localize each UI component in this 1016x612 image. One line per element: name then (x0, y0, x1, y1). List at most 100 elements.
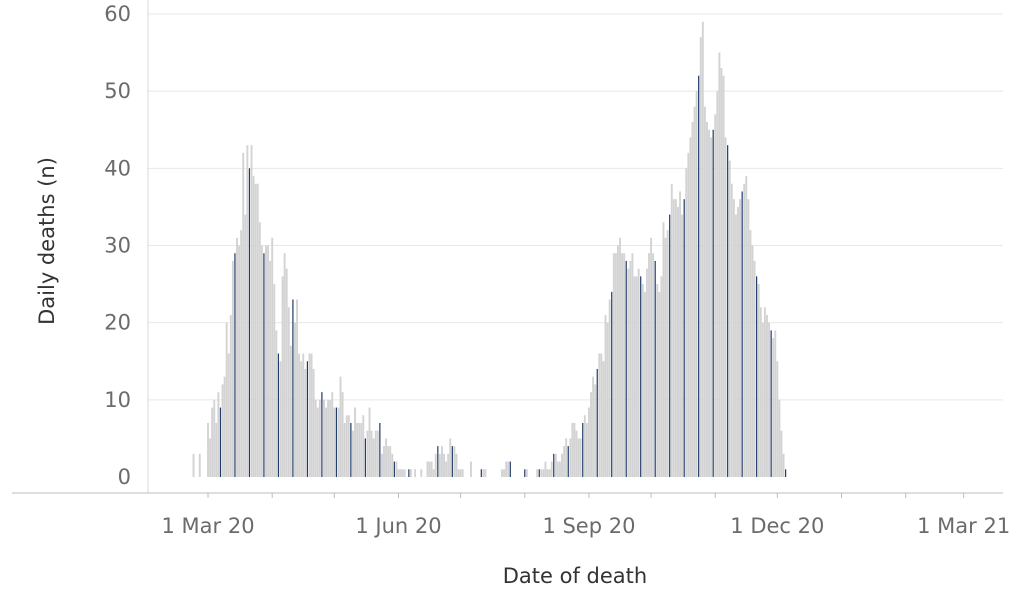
daily-bar (420, 469, 423, 477)
weekly-highlight-bar (669, 214, 671, 477)
daily-bar (699, 37, 702, 478)
daily-bar (428, 461, 431, 477)
daily-bar (294, 322, 296, 477)
daily-bar (594, 384, 597, 477)
daily-bar (250, 145, 253, 477)
daily-bar (430, 461, 433, 477)
daily-bar (227, 353, 230, 477)
daily-bar (763, 307, 766, 477)
daily-bar (569, 438, 572, 477)
daily-bar (602, 361, 605, 477)
daily-bar (592, 376, 595, 477)
daily-bar (730, 183, 733, 477)
daily-bar (689, 137, 692, 477)
daily-bar (285, 268, 288, 477)
daily-bar (283, 253, 286, 477)
daily-bar (374, 430, 377, 477)
weekly-highlight-bar (596, 368, 598, 477)
daily-bar (623, 253, 626, 477)
daily-bar (213, 399, 216, 477)
weekly-highlight-bar (553, 453, 555, 477)
daily-bar (380, 453, 383, 477)
daily-bar (345, 415, 348, 477)
daily-bar (254, 183, 257, 477)
daily-bar (720, 68, 723, 478)
daily-bar (766, 314, 768, 477)
daily-bar (275, 330, 278, 477)
daily-bar (383, 446, 385, 477)
y-tick-label: 30 (104, 234, 131, 258)
daily-bar (573, 422, 576, 477)
x-axis-title: Date of death (503, 564, 647, 588)
daily-bar (759, 307, 762, 477)
daily-bar (679, 191, 681, 478)
daily-bar (198, 453, 201, 477)
daily-bar (656, 284, 659, 477)
daily-bar (658, 291, 661, 477)
x-tick-label: 1 Jun 20 (355, 514, 441, 538)
daily-bar (323, 399, 325, 477)
daily-bar (548, 469, 551, 477)
weekly-highlight-bar (509, 461, 511, 477)
daily-bar (269, 260, 272, 477)
weekly-highlight-bar (640, 276, 642, 477)
daily-bar (304, 368, 307, 477)
daily-bar (501, 469, 503, 477)
daily-bar (209, 438, 212, 477)
daily-bar (585, 422, 588, 477)
daily-bar (505, 461, 508, 477)
daily-bar (718, 52, 721, 477)
daily-bar (252, 176, 255, 478)
daily-bar (244, 214, 247, 477)
daily-bar (391, 453, 394, 477)
daily-bar (347, 415, 350, 477)
daily-bar (761, 322, 764, 477)
daily-bar (256, 183, 259, 477)
daily-bar (401, 469, 404, 477)
y-tick-label: 50 (104, 79, 131, 103)
daily-bar (461, 469, 464, 477)
weekly-highlight-bar (277, 353, 280, 477)
daily-bar (768, 322, 771, 477)
daily-bar (459, 469, 462, 477)
daily-bar (579, 438, 582, 477)
weekly-highlight-bar (219, 407, 222, 477)
daily-bar (619, 237, 621, 477)
daily-bar (441, 446, 443, 477)
daily-bar (296, 299, 298, 477)
daily-bar (536, 469, 539, 477)
daily-bar (710, 137, 713, 477)
daily-bar (236, 237, 238, 477)
weekly-highlight-bar (524, 469, 526, 477)
daily-bar (544, 461, 547, 477)
daily-bar (507, 461, 510, 477)
daily-bar (387, 446, 390, 477)
daily-bar (565, 438, 568, 477)
daily-bar (327, 399, 330, 477)
daily-bar (525, 469, 528, 477)
daily-bar (192, 453, 195, 477)
daily-bar (577, 438, 580, 477)
daily-bar (331, 392, 334, 477)
daily-bar (782, 453, 785, 477)
daily-bar (333, 407, 336, 477)
daily-bar (670, 183, 673, 477)
x-tick-label: 1 Sep 20 (542, 514, 635, 538)
daily-bar (238, 245, 241, 477)
weekly-highlight-bar (350, 422, 352, 477)
daily-bar (356, 422, 359, 477)
daily-bar (687, 152, 690, 477)
daily-bar (550, 461, 553, 477)
daily-bar (629, 260, 632, 477)
daily-bar (370, 430, 373, 477)
daily-bar (652, 253, 655, 477)
weekly-highlight-bar (698, 75, 700, 477)
daily-bar (753, 260, 756, 477)
daily-bar (612, 253, 615, 477)
daily-bar (426, 461, 429, 477)
x-tick-label: 1 Mar 21 (917, 514, 1010, 538)
daily-bar (273, 284, 276, 477)
x-tick-label: 1 Dec 20 (730, 514, 824, 538)
daily-bar (403, 469, 406, 477)
daily-bar (337, 407, 340, 477)
